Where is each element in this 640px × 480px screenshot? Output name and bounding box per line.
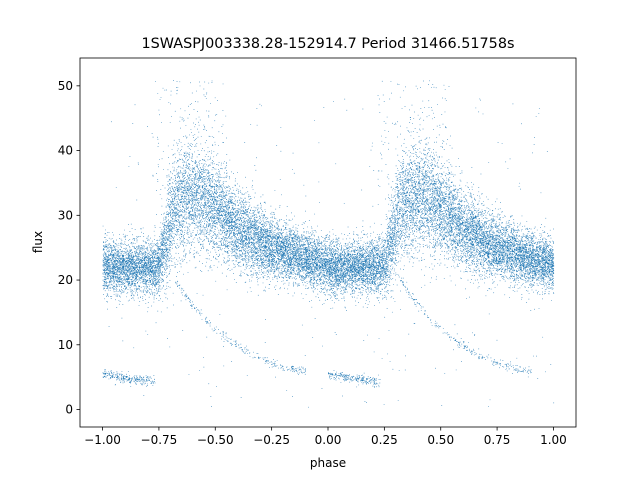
x-tick-label: 0.75 [484, 433, 511, 447]
scatter-points [102, 80, 555, 408]
x-tick-label: 0.50 [427, 433, 454, 447]
y-tick-label: 20 [58, 273, 73, 287]
data-point-cloud [102, 80, 555, 408]
x-tick-label: −0.25 [253, 433, 290, 447]
y-tick-label: 30 [58, 208, 73, 222]
x-axis: −1.00 −0.75 −0.50 −0.25 0.00 0.25 0.50 0.75 1.00 [84, 427, 567, 447]
x-tick-label: 0.25 [371, 433, 398, 447]
y-tick-label: 10 [58, 338, 73, 352]
x-tick-label: 1.00 [540, 433, 567, 447]
plot-area-frame [79, 57, 577, 428]
x-tick-label: −1.00 [84, 433, 121, 447]
y-tick-label: 50 [58, 79, 73, 93]
x-tick-label: −0.75 [141, 433, 178, 447]
y-tick-label: 40 [58, 144, 73, 158]
x-axis-label: phase [310, 456, 346, 470]
y-axis: 0 10 20 30 40 50 [58, 79, 80, 417]
y-tick-label: 0 [65, 403, 73, 417]
x-tick-label: 0.00 [315, 433, 342, 447]
x-tick-label: −0.50 [197, 433, 234, 447]
y-axis-label: flux [31, 231, 45, 253]
chart-title: 1SWASPJ003338.28-152914.7 Period 31466.5… [142, 36, 515, 52]
